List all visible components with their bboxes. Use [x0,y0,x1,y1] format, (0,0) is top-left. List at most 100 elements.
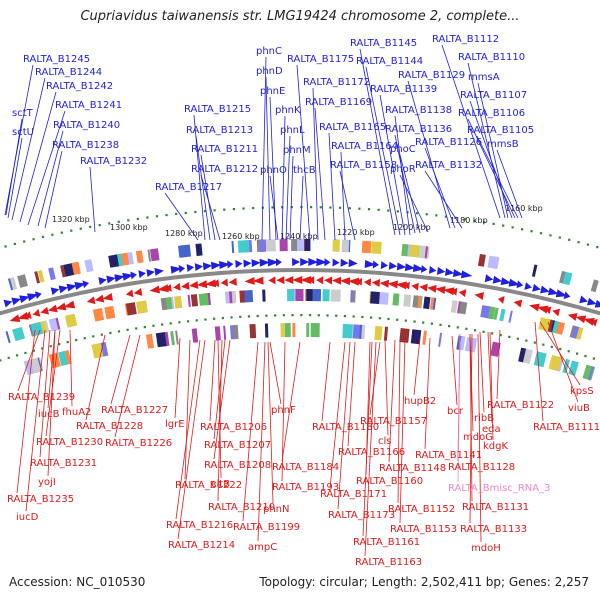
outer-scale-dot [492,222,495,226]
feature-block [71,261,80,275]
outer-scale-dot [530,230,533,233]
feature-block [457,301,461,314]
inner-scale-dot [178,321,181,324]
feature-block [262,289,266,302]
leader-line [467,62,506,219]
inner-scale-dot [317,314,320,317]
reverse-gene-arrow [9,314,21,323]
feature-block [224,291,230,304]
feature-block [312,289,322,302]
feature-block [108,254,120,268]
inner-scale-dot [516,337,519,340]
leader-line [399,154,421,234]
gene-label: RALTA_B1212 [191,164,258,175]
outer-scale-dot [473,219,476,222]
feature-block [499,308,506,322]
forward-gene-arrow [243,259,252,268]
outer-scale-dot [252,206,255,210]
forward-gene-arrow [146,269,155,277]
outer-scale-dot [435,214,438,217]
feature-block [265,239,276,252]
outer-scale-dot [290,206,293,209]
leader-line [424,170,463,229]
feature-block [330,289,341,302]
feature-block [249,323,257,339]
inner-scale-dot [15,354,19,357]
leader-line [489,331,494,441]
gene-label: phnF [271,405,296,416]
leader-line [476,135,519,219]
reverse-gene-arrow [443,287,455,296]
forward-gene-arrow [292,258,301,267]
gene-label: RALTA_B1245 [23,54,90,65]
gene-label: RALTA_B1206 [200,422,267,433]
forward-gene-arrow [340,258,349,267]
feature-block [239,290,247,303]
outer-scale-dot [577,241,580,244]
gene-label: RALTA_B1213 [186,125,253,136]
gene-label: RALTA_B1161 [353,537,420,548]
reverse-gene-arrow [102,292,114,301]
tick-label: 1220 kbp [337,228,375,237]
forward-gene-arrow [579,295,588,304]
gene-label: RALTA_B1165 [319,122,386,133]
feature-block [401,243,409,257]
gene-label: phnN [263,504,290,515]
gene-label: phnL [280,125,305,136]
gene-label: RALTA_B1207 [204,440,271,451]
reverse-gene-arrow [403,281,410,290]
reverse-gene-arrow [411,282,419,291]
gene-label: phnD [256,66,283,77]
gene-label: RALTA_B1163 [355,557,422,568]
reverse-gene-arrow [94,294,105,303]
feature-block [7,278,14,291]
reverse-gene-arrow [292,275,303,284]
forward-gene-arrow [50,287,60,296]
forward-gene-arrow [364,259,376,268]
leader-line [209,339,216,422]
feature-block [432,297,437,310]
forward-gene-arrow [19,295,30,304]
gene-label: RALTA_B1111 [533,422,600,433]
gene-label: RALTA_B1106 [458,108,525,119]
outer-scale-dot [23,240,26,243]
leader-line [47,329,56,477]
forward-gene-arrow [235,259,243,268]
reverse-gene-arrow [435,286,446,294]
forward-gene-arrow [34,291,42,300]
inner-scale-dot [83,337,86,340]
forward-gene-arrow [380,261,389,270]
feature-block [23,359,35,376]
gene-label: phnM [283,145,311,156]
leader-line [174,337,181,419]
gene-label: RALTA_B1148 [379,463,446,474]
forward-gene-arrow [138,270,146,279]
outer-scale-dot [358,207,361,210]
forward-gene-arrow [372,260,380,269]
forward-gene-arrow [420,264,428,273]
feature-block [374,325,383,341]
forward-gene-arrow [412,264,425,273]
feature-block [187,294,191,308]
gene-label: RALTA_B1152 [388,504,455,515]
leader-line [328,132,336,241]
leader-line [265,76,271,241]
reverse-gene-arrow [157,284,169,293]
outer-scale-dot [367,208,371,211]
inner-scale-dot [117,330,121,333]
feature-block [548,355,562,372]
feature-block [37,270,45,283]
reverse-gene-arrow [165,283,172,292]
inner-scale-dot [300,314,303,317]
outer-scale-dot [98,224,101,227]
outer-scale-dot [271,206,274,209]
outer-scale-dot [60,231,63,234]
feature-block [452,300,458,313]
inner-scale-dot [7,356,10,359]
leader-line [37,130,64,227]
reverse-gene-arrow [204,279,217,288]
tick-label: 1320 kbp [52,215,90,224]
forward-gene-arrow [27,293,39,302]
forward-gene-arrow [275,258,282,267]
